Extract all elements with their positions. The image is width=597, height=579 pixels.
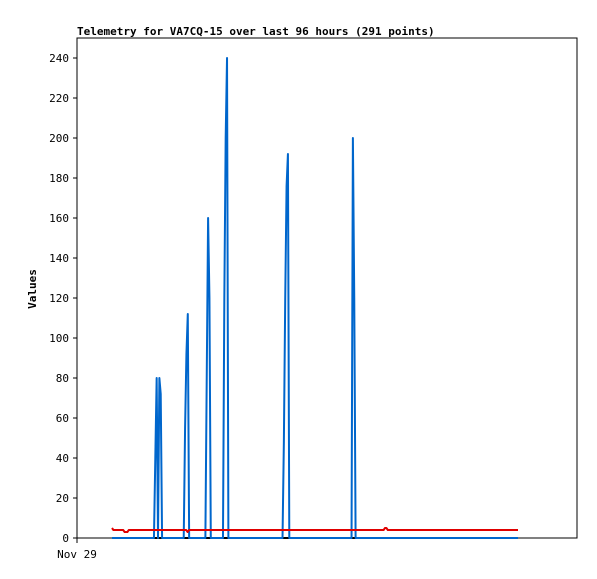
y-tick-label: 20 <box>56 492 69 505</box>
series-layer <box>112 58 518 538</box>
y-tick-label: 120 <box>49 292 69 305</box>
y-tick-label: 220 <box>49 92 69 105</box>
y-tick-label: 180 <box>49 172 69 185</box>
chart-title: Telemetry for VA7CQ-15 over last 96 hour… <box>77 25 435 38</box>
y-tick-label: 200 <box>49 132 69 145</box>
y-tick-label: 160 <box>49 212 69 225</box>
y-tick-label: 60 <box>56 412 69 425</box>
y-tick-label: 0 <box>62 532 69 545</box>
y-tick-label: 240 <box>49 52 69 65</box>
y-axis-label: Values <box>26 269 39 309</box>
x-tick-label: Nov 29 <box>57 548 97 561</box>
y-axis: 0 20 40 60 80 100 120 140 160 180 200 220 240 <box>49 52 77 545</box>
y-tick-label: 80 <box>56 372 69 385</box>
y-tick-label: 140 <box>49 252 69 265</box>
series-line-red <box>112 528 518 532</box>
series-line-blue <box>112 58 518 538</box>
y-tick-label: 40 <box>56 452 69 465</box>
plot-frame <box>77 38 577 538</box>
y-tick-label: 100 <box>49 332 69 345</box>
